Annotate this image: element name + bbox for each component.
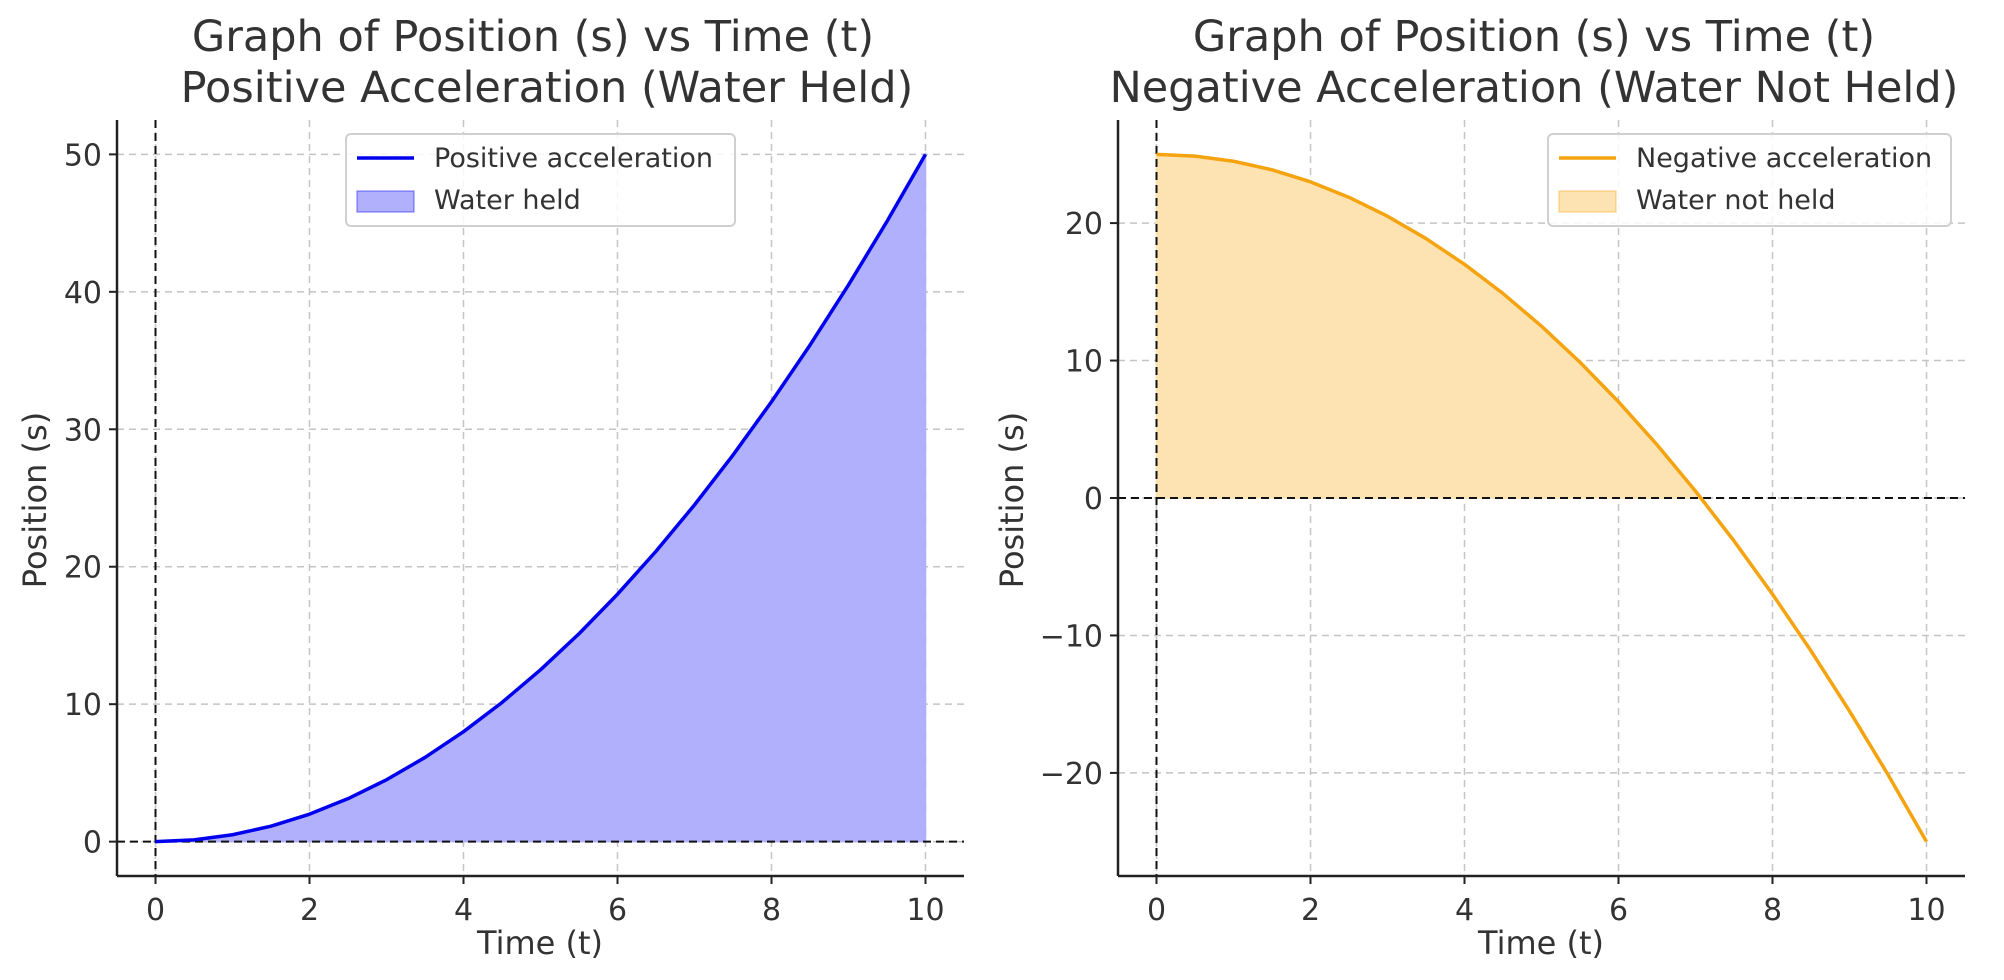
right-x-tick-label: 10	[1907, 893, 1945, 928]
right-legend-label-line: Negative acceleration	[1636, 143, 1932, 174]
right-legend: Negative acceleration Water not held	[1547, 133, 1952, 227]
right-series-line	[1156, 152, 1929, 843]
left-series-line	[155, 153, 928, 844]
left-x-tick-label: 2	[300, 893, 319, 928]
right-y-tick-label: 0	[1084, 482, 1103, 517]
right-x-tick-label: 6	[1609, 893, 1628, 928]
left-x-tick-label: 10	[906, 893, 944, 928]
left-fill-area	[155, 151, 927, 843]
right-y-tick-label: 10	[1065, 345, 1103, 380]
left-legend-box	[345, 133, 736, 227]
left-legend-label-line: Positive acceleration	[434, 143, 713, 174]
right-x-tick-label: 4	[1455, 893, 1474, 928]
left-chart-panel: Graph of Position (s) vs Time (t) Positi…	[16, 12, 964, 962]
right-chart-subtitle: Negative Acceleration (Water Not Held)	[1110, 63, 1959, 113]
left-y-tick-label: 40	[64, 276, 102, 311]
right-x-tick-label: 8	[1763, 893, 1782, 928]
right-legend-label-fill: Water not held	[1636, 185, 1836, 216]
left-chart-subtitle: Positive Acceleration (Water Held)	[181, 63, 914, 113]
left-legend: Positive acceleration Water held	[345, 133, 736, 227]
left-x-tick-label: 6	[608, 893, 627, 928]
left-y-axis-label: Position (s)	[16, 412, 54, 588]
left-chart-title: Graph of Position (s) vs Time (t)	[192, 12, 874, 62]
right-x-tick-label: 0	[1147, 893, 1166, 928]
left-legend-label-fill: Water held	[434, 185, 581, 216]
right-y-tick-label: −20	[1040, 757, 1103, 792]
left-y-tick-label: 30	[64, 413, 102, 448]
left-y-tick-label: 10	[64, 688, 102, 723]
left-x-axis-label: Time (t)	[476, 924, 603, 962]
right-y-axis-label: Position (s)	[993, 412, 1031, 588]
right-chart-title: Graph of Position (s) vs Time (t)	[1193, 12, 1875, 62]
left-x-tick-label: 8	[762, 893, 781, 928]
left-legend-fill-swatch	[356, 190, 415, 213]
right-y-tick-label: 20	[1065, 207, 1103, 242]
right-legend-box	[1547, 133, 1952, 227]
right-chart-panel: Graph of Position (s) vs Time (t) Negati…	[993, 12, 1965, 962]
left-x-tick-label: 4	[454, 893, 473, 928]
left-y-tick-label: 20	[64, 551, 102, 586]
left-y-tick-label: 50	[64, 138, 102, 173]
left-x-tick-label: 0	[146, 893, 165, 928]
right-x-tick-label: 2	[1301, 893, 1320, 928]
right-y-tick-label: −10	[1040, 619, 1103, 654]
right-x-axis-label: Time (t)	[1477, 924, 1604, 962]
left-y-tick-label: 0	[83, 826, 102, 861]
right-legend-fill-swatch	[1558, 190, 1617, 213]
